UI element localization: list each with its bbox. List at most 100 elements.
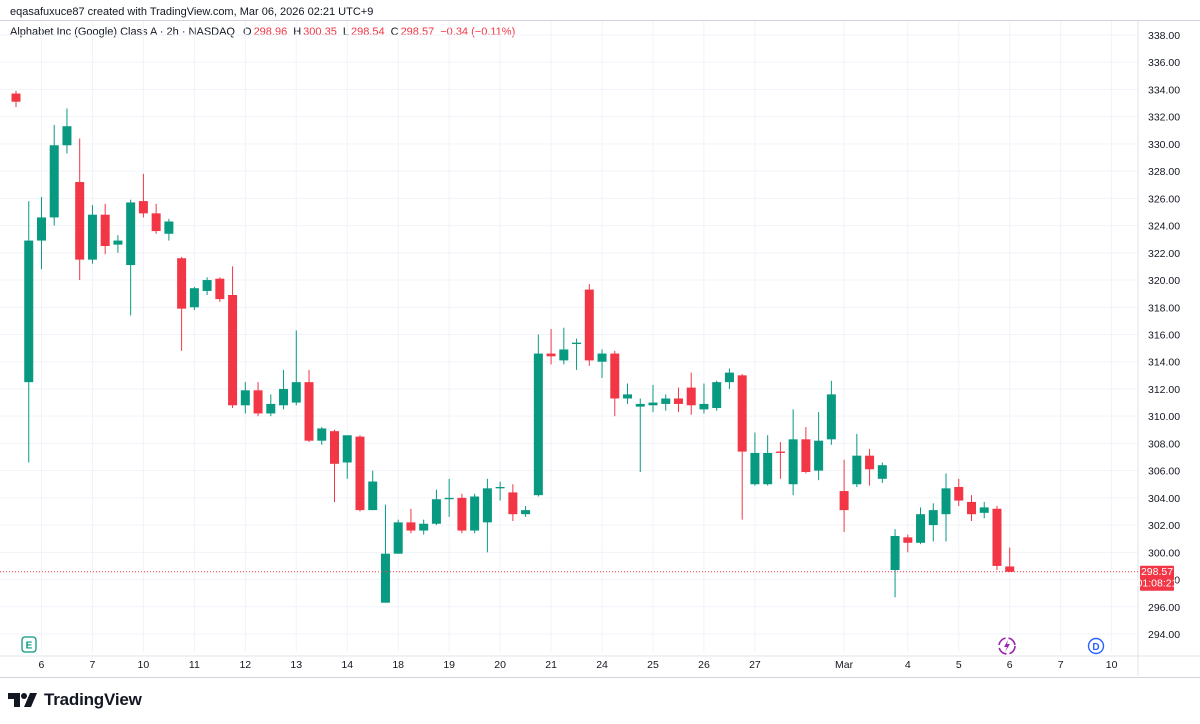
candle-body [814, 440, 824, 471]
y-tick-label: 332.00 [1148, 112, 1180, 124]
candle-body [253, 390, 263, 414]
candle-body [623, 394, 633, 399]
candle-body [495, 486, 505, 489]
y-tick-label: 334.00 [1148, 84, 1180, 96]
lightning-icon [1004, 640, 1010, 652]
candle-body [967, 501, 976, 515]
candle-body [342, 435, 352, 463]
candle-body [113, 240, 123, 245]
candle-body [177, 258, 187, 309]
candle-body [572, 342, 582, 345]
candle-body [890, 535, 900, 571]
y-tick-label: 330.00 [1148, 139, 1180, 151]
x-tick-label: 27 [749, 659, 761, 671]
candle-body [36, 217, 46, 241]
candle-body [521, 510, 531, 515]
candle-body [138, 201, 148, 214]
x-tick-label: 5 [956, 659, 962, 671]
y-tick-label: 338.00 [1148, 30, 1180, 42]
candle-body [648, 402, 658, 406]
legend-high-label: H [293, 26, 302, 38]
candle-body [368, 481, 378, 511]
x-tick-label: 24 [596, 659, 608, 671]
candle-body [686, 387, 696, 406]
candle-body [419, 523, 429, 531]
earnings-letter: E [26, 641, 33, 652]
x-tick-label: 20 [494, 659, 506, 671]
candle-body [673, 398, 683, 404]
x-tick-label: 10 [138, 659, 150, 671]
candle-body [75, 182, 85, 260]
candle-body [228, 295, 238, 406]
candle-series [11, 90, 1015, 603]
dividend-marker[interactable]: D [1087, 637, 1105, 655]
y-tick-label: 306.00 [1148, 466, 1180, 478]
legend-open-label: O [243, 26, 252, 38]
dividend-letter: D [1092, 642, 1099, 653]
candle-body [431, 499, 441, 524]
candle-body [712, 382, 722, 409]
candle-body [215, 278, 225, 300]
tradingview-brand[interactable]: TradingView [8, 690, 142, 710]
x-tick-label: 12 [239, 659, 251, 671]
candle-body [380, 553, 390, 603]
chart-frame [0, 20, 1200, 678]
candle-body [826, 394, 836, 440]
candle-body [444, 497, 454, 500]
y-tick-label: 336.00 [1148, 57, 1180, 69]
candle-body [266, 403, 276, 414]
candle-body [954, 486, 964, 501]
y-tick-label: 310.00 [1148, 411, 1180, 423]
candle-body [508, 492, 518, 515]
candle-body [24, 240, 34, 383]
x-tick-label: 7 [1058, 659, 1064, 671]
candle-body [724, 372, 734, 383]
earnings-icon[interactable] [21, 636, 37, 653]
candle-body [470, 496, 480, 531]
candle-body [151, 213, 161, 232]
candle-body [559, 349, 569, 361]
candle-body [291, 382, 301, 403]
split-event-marker[interactable] [998, 637, 1016, 655]
candle-body [928, 510, 938, 526]
candle-body [635, 403, 645, 407]
x-tick-label: 11 [189, 659, 200, 671]
legend-low-label: L [342, 26, 349, 38]
earnings-marker[interactable]: E [21, 636, 37, 653]
candle-body [597, 353, 607, 362]
candle-body [533, 353, 543, 496]
candle-body [317, 428, 327, 441]
candle-body [750, 452, 760, 485]
last-price-box [1140, 565, 1174, 591]
candle-body [865, 455, 875, 470]
y-tick-label: 302.00 [1148, 520, 1180, 532]
candle-body [11, 93, 21, 102]
x-axis[interactable]: 6 7 10 11 12 13 14 18 19 20 21 24 25 26 27 Mar 4 5 6 7 10 [0, 655, 1200, 671]
candle-body [610, 353, 620, 399]
last-price-label: 298.57 01:08:21 [1137, 565, 1178, 591]
x-tick-label: 18 [392, 659, 404, 671]
x-tick-label: 6 [1007, 659, 1013, 671]
candle-body [406, 522, 416, 531]
candle-body [584, 289, 594, 361]
candle-body [788, 439, 798, 485]
dividend-icon[interactable] [1087, 637, 1105, 655]
candle-body [279, 388, 289, 406]
candle-body [482, 488, 492, 523]
y-tick-label: 296.00 [1148, 602, 1180, 614]
x-tick-label: 6 [39, 659, 45, 671]
candle-body [304, 382, 314, 441]
y-tick-label: 320.00 [1148, 275, 1180, 287]
last-price-text: 298.57 [1141, 566, 1173, 578]
candle-body [330, 431, 339, 464]
candle-body [189, 288, 199, 308]
y-tick-label: 322.00 [1148, 248, 1180, 260]
candle-body [699, 403, 709, 410]
candle-body [877, 465, 887, 479]
candle-body [87, 214, 97, 260]
candle-body [763, 452, 773, 485]
candle-body [801, 439, 811, 472]
y-tick-label: 328.00 [1148, 166, 1180, 178]
candle-body [903, 537, 913, 543]
